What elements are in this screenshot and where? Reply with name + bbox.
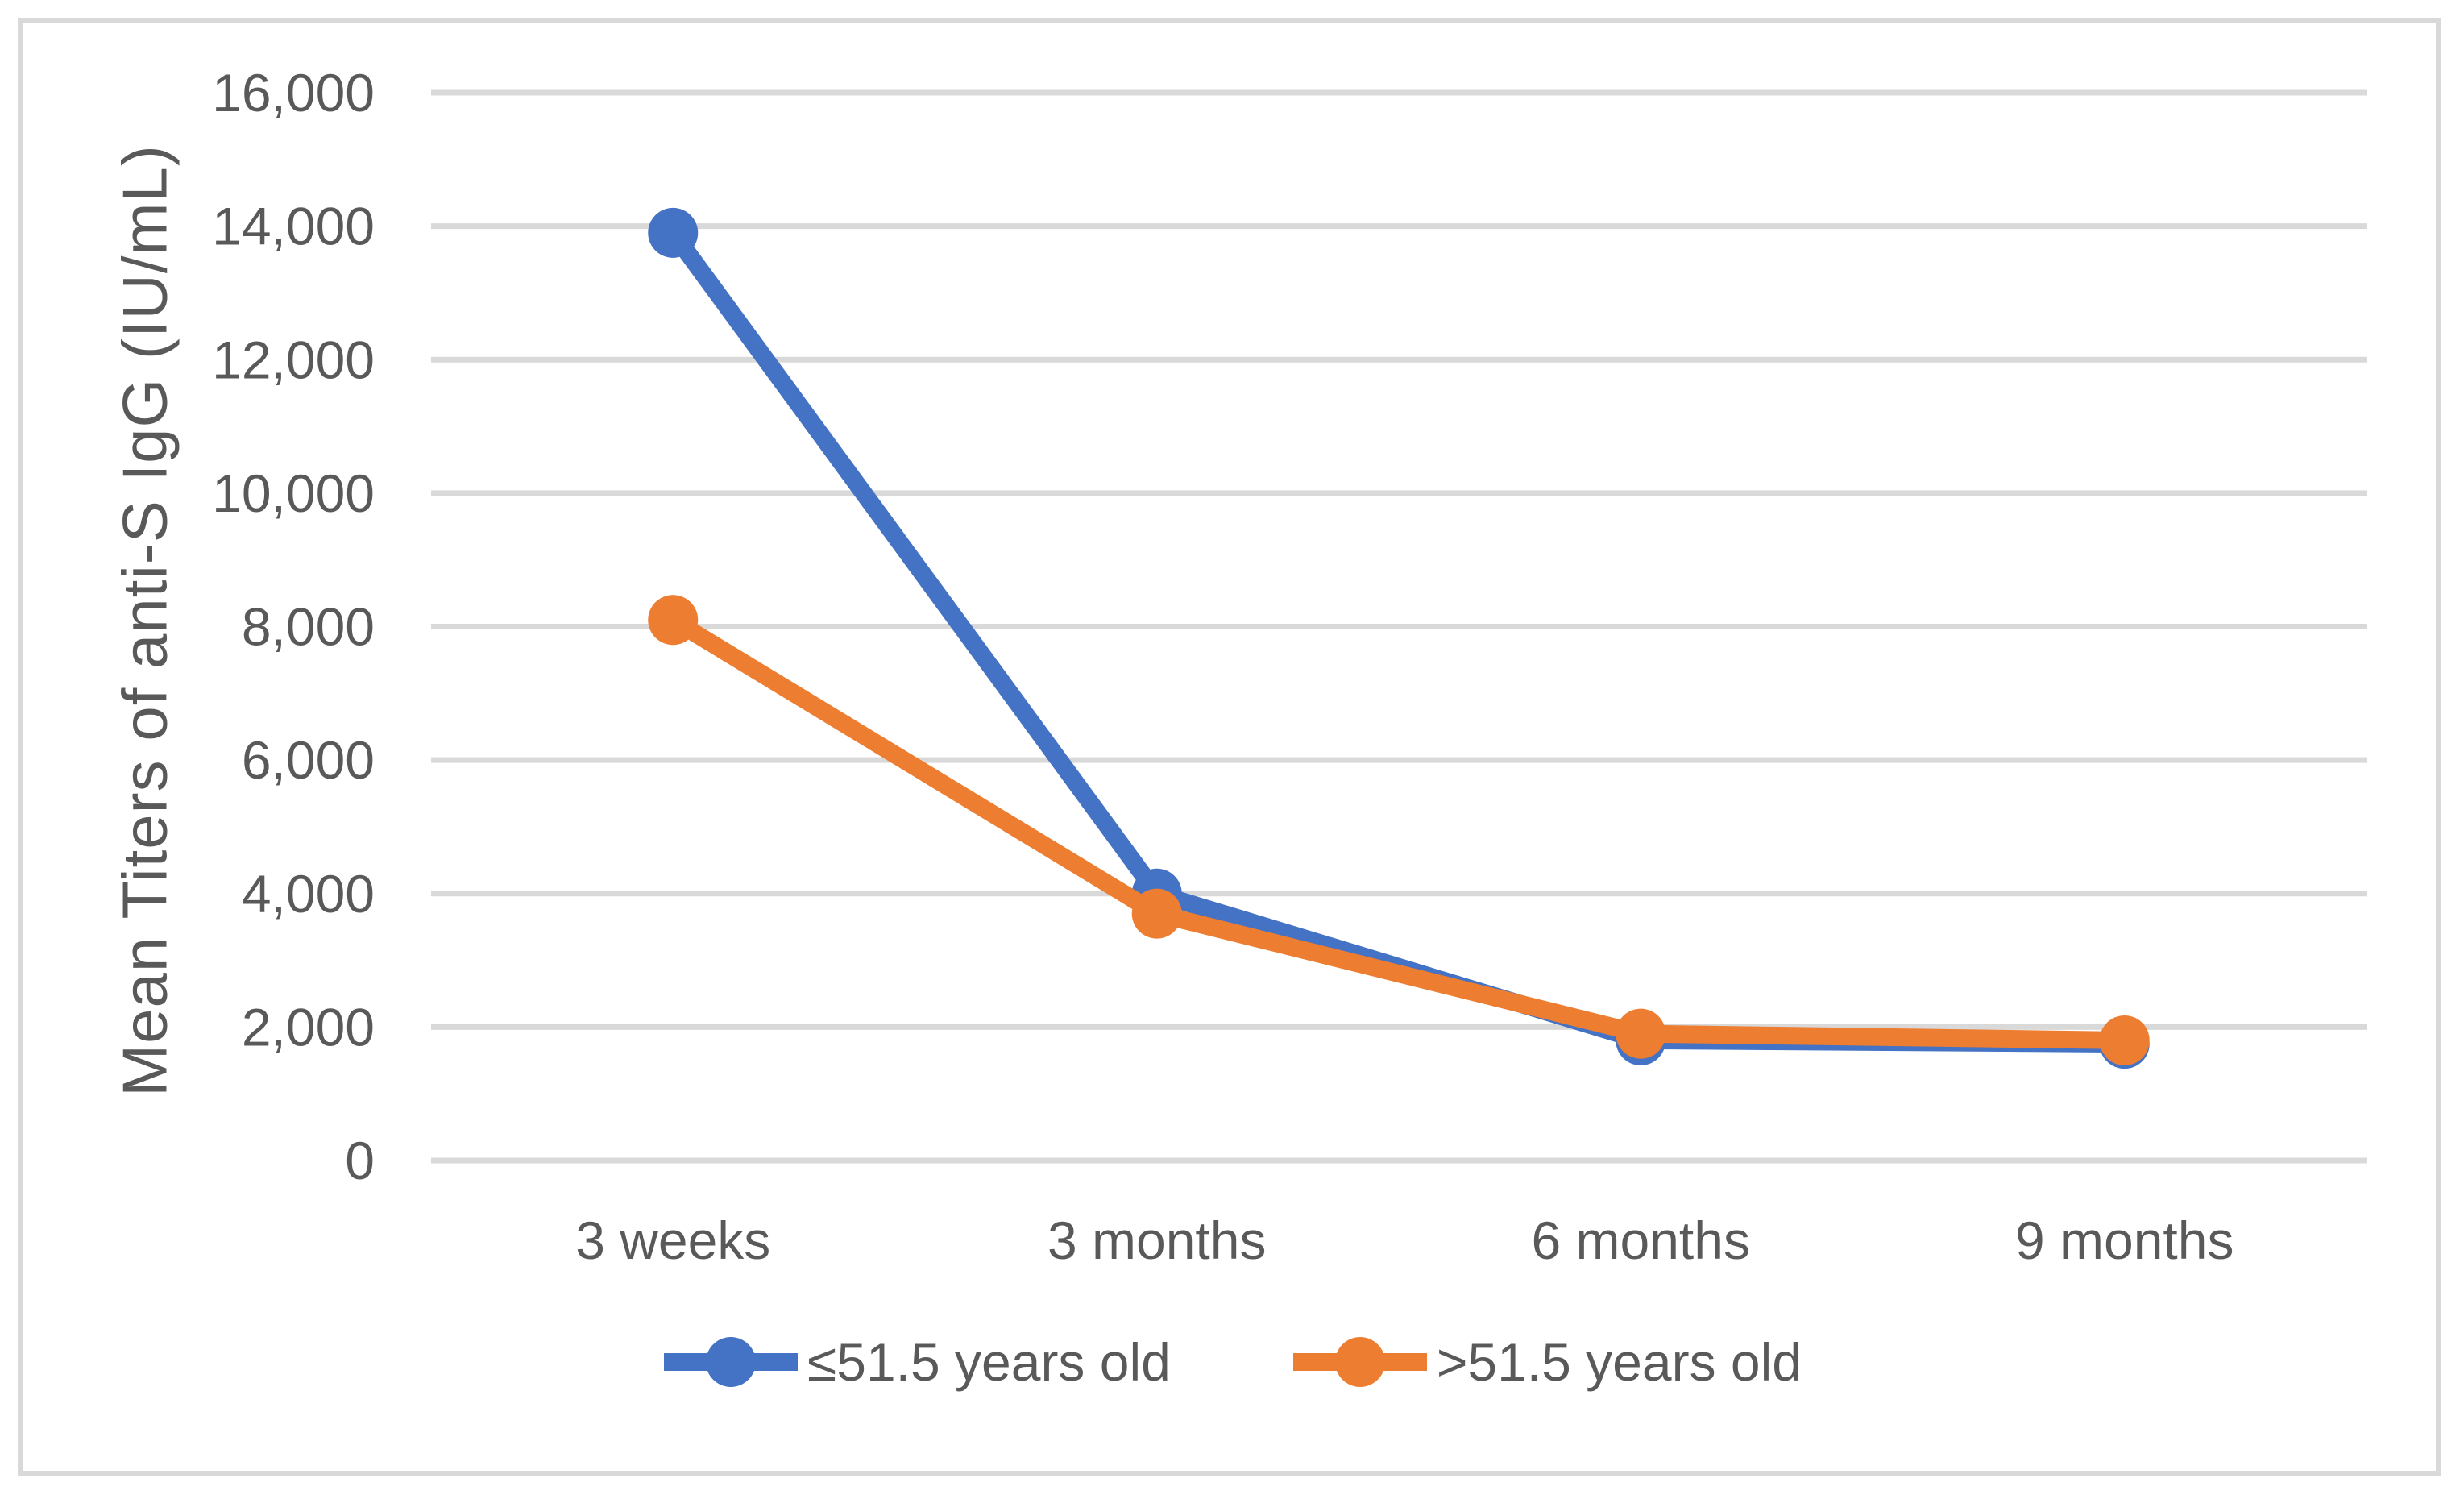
y-tick-label: 12,000 — [212, 330, 375, 389]
legend-item-0: ≤51.5 years old — [662, 1331, 1171, 1393]
legend-line-marker-icon — [1292, 1337, 1427, 1387]
legend: ≤51.5 years old >51.5 years old — [0, 1331, 2464, 1393]
series-line-0 — [664, 223, 2134, 1053]
x-tick-label: 3 weeks — [575, 1210, 770, 1270]
series-line-1 — [664, 611, 2134, 1049]
series-marker — [1616, 1008, 1666, 1059]
y-tick-label: 14,000 — [212, 197, 375, 256]
x-tick-label: 9 months — [2015, 1210, 2234, 1270]
y-tick-label: 8,000 — [242, 597, 375, 657]
y-tick-label: 4,000 — [242, 864, 375, 924]
series-marker — [1131, 888, 1182, 939]
legend-label: >51.5 years old — [1436, 1332, 1802, 1392]
y-tick-label: 2,000 — [242, 997, 375, 1057]
series-marker — [648, 595, 699, 646]
legend-label: ≤51.5 years old — [807, 1332, 1171, 1392]
y-tick-label: 0 — [345, 1131, 375, 1190]
series-marker — [648, 207, 699, 258]
y-axis-title: Mean Titers of anti-S IgG (IU/mL) — [109, 144, 180, 1097]
y-tick-label: 16,000 — [212, 63, 375, 122]
x-tick-label: 3 months — [1047, 1210, 1266, 1270]
chart-border — [18, 18, 2441, 1476]
series-marker — [2099, 1015, 2150, 1065]
y-tick-label: 10,000 — [212, 463, 375, 523]
legend-item-1: >51.5 years old — [1292, 1331, 1802, 1393]
x-tick-label: 6 months — [1532, 1210, 1750, 1270]
y-tick-label: 6,000 — [242, 730, 375, 790]
legend-line-marker-icon — [664, 1337, 799, 1387]
